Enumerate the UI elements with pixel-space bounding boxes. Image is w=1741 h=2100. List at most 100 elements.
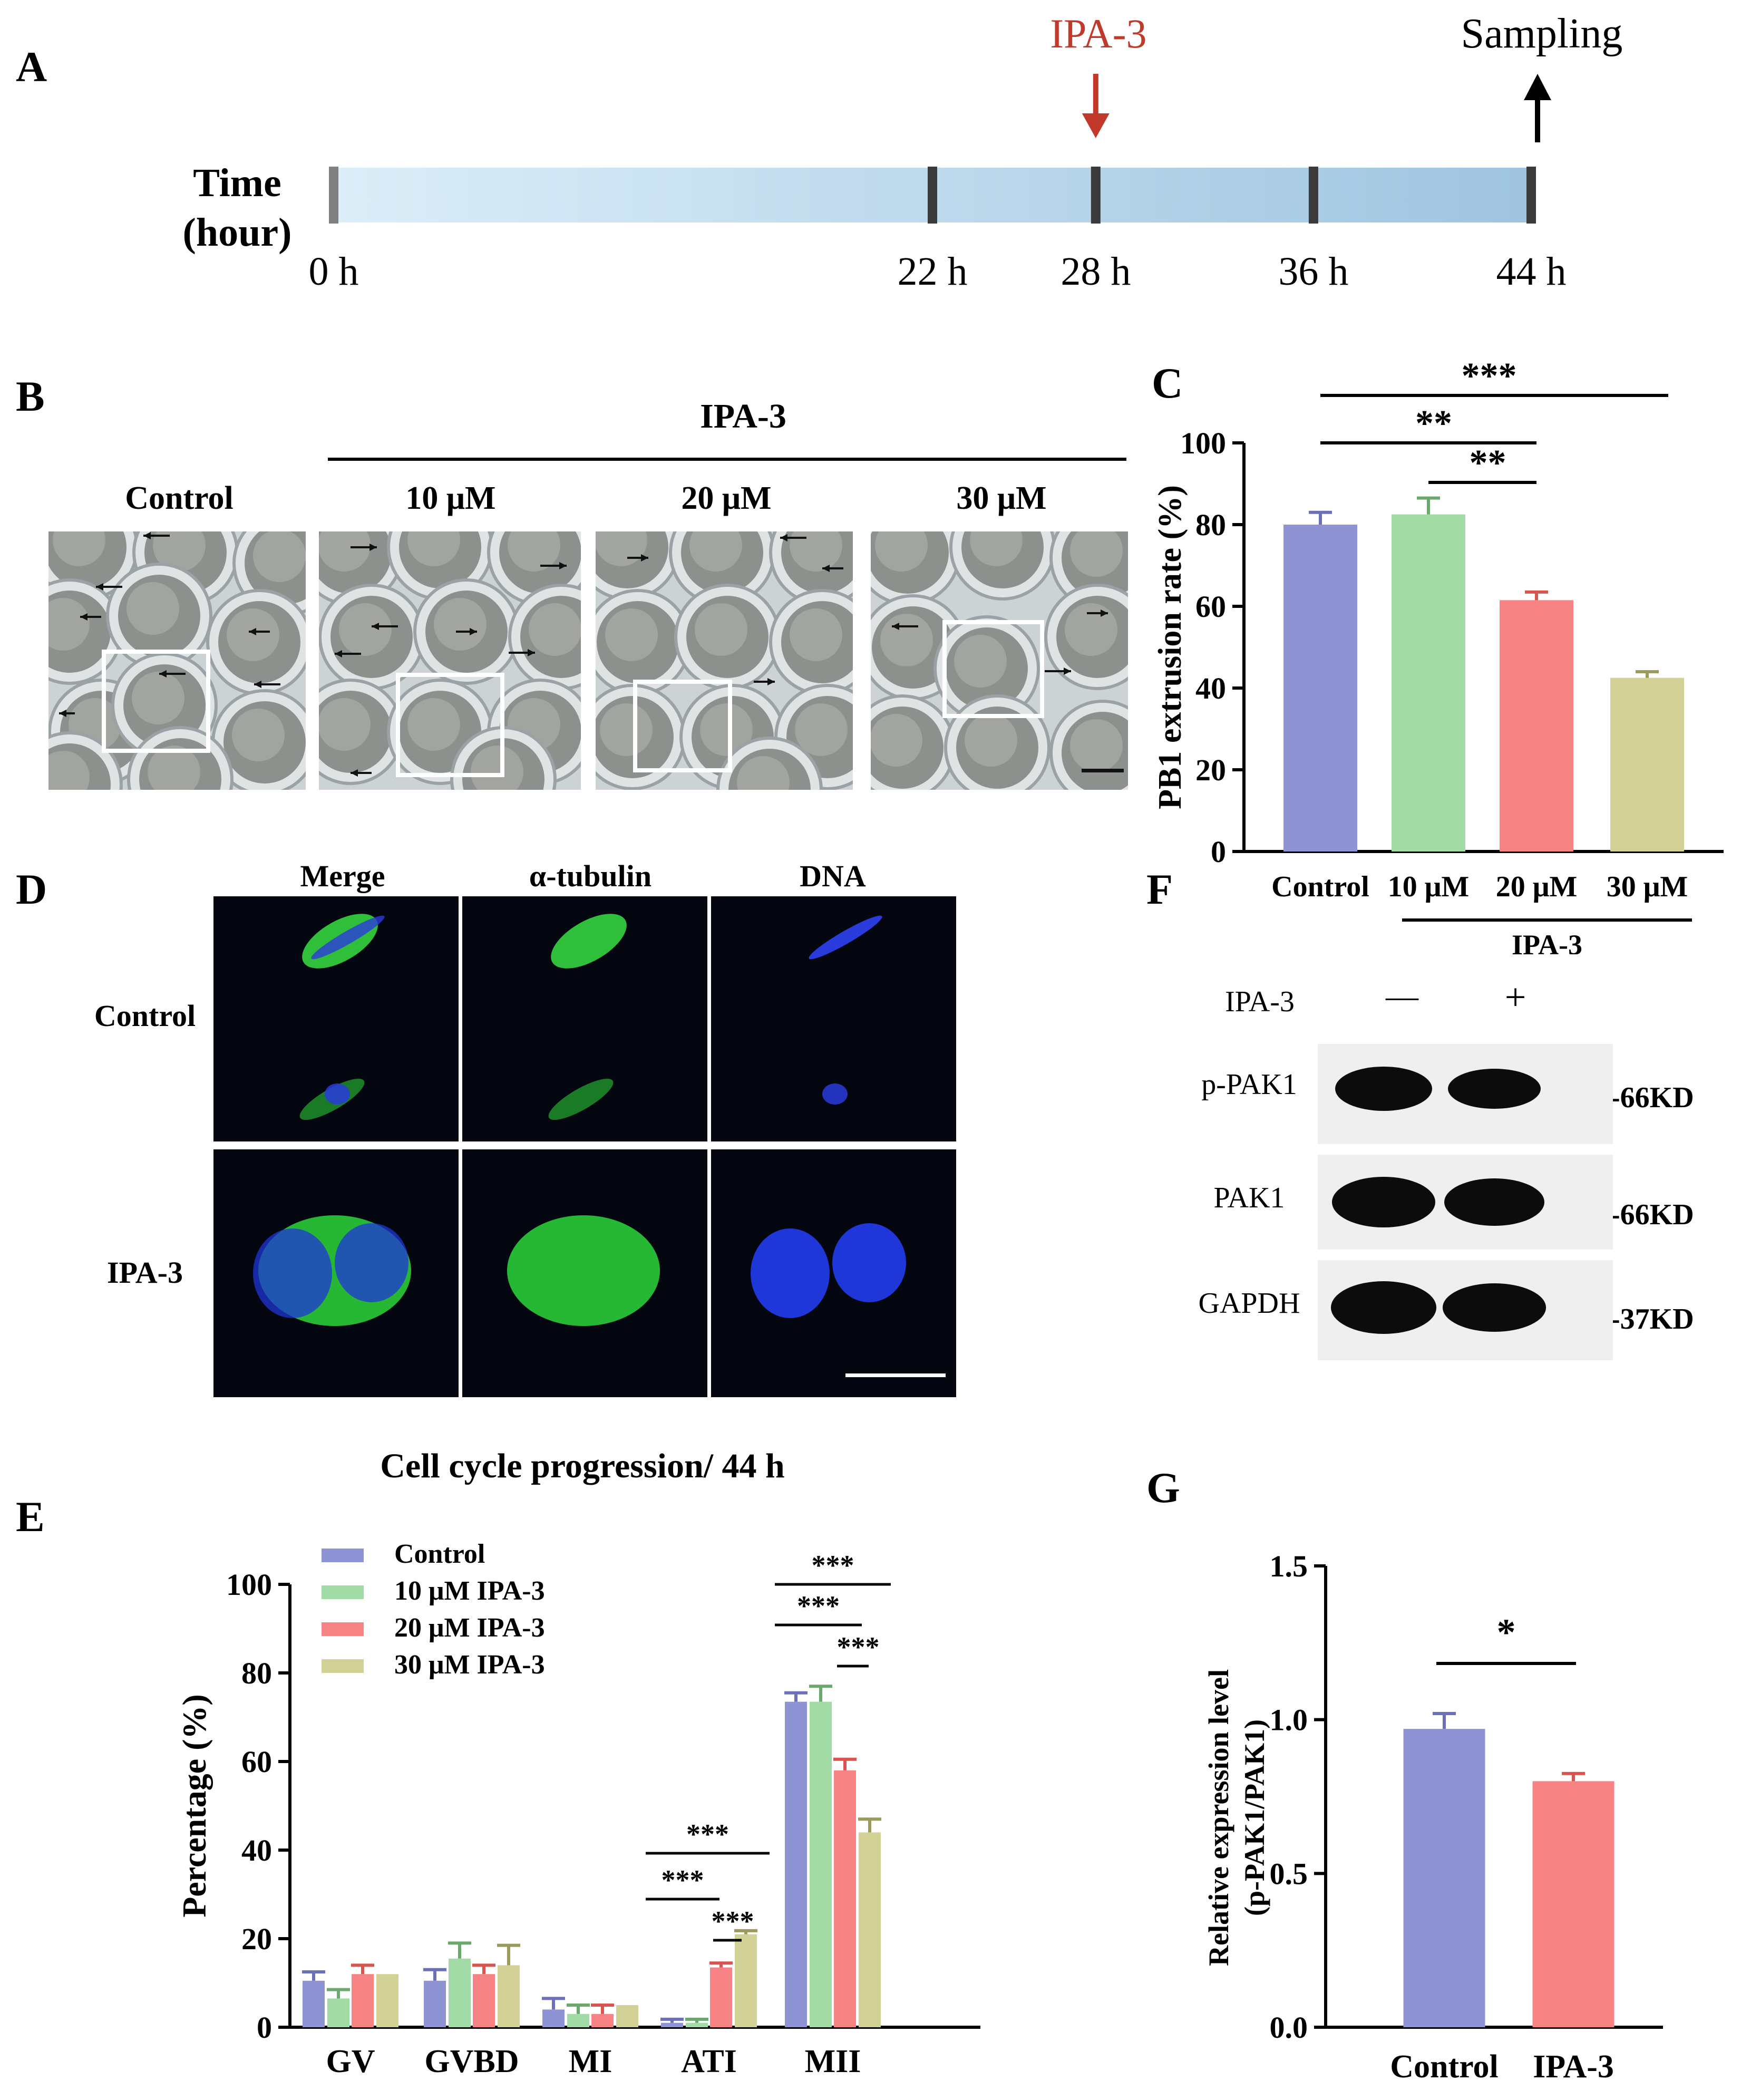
oocyte-cytoplasm xyxy=(689,531,742,572)
pb1-arrow-head xyxy=(335,650,342,657)
pb1-arrow-head xyxy=(254,681,261,688)
oocyte-cytoplasm xyxy=(253,531,306,582)
bar-e xyxy=(327,1998,349,2027)
significance-marker: ** xyxy=(1470,443,1506,483)
panel-label-g: G xyxy=(1146,1464,1180,1512)
oocyte-cytoplasm xyxy=(529,603,581,656)
panel-label-f: F xyxy=(1146,865,1173,913)
x-tick-label: 20 μM xyxy=(1496,870,1578,903)
significance-marker: *** xyxy=(662,1864,704,1896)
y-tick-label: 1.0 xyxy=(1270,1703,1308,1737)
timeline-tick-label: 22 h xyxy=(898,249,968,294)
x-tick-label: Control xyxy=(1390,2049,1499,2085)
protein-band xyxy=(1335,1067,1432,1111)
oocyte-cytoplasm xyxy=(695,603,747,656)
group-label: IPA-3 xyxy=(1512,929,1582,954)
oocyte-cytoplasm xyxy=(127,582,179,635)
pb1-arrow-head xyxy=(1101,609,1108,617)
pb1-arrow-head xyxy=(1064,667,1071,675)
oocyte-cytoplasm xyxy=(737,756,790,790)
bar-e xyxy=(661,2022,683,2027)
blot-size-ppak1: -66KD xyxy=(1610,1081,1694,1114)
oocyte-cytoplasm xyxy=(1070,719,1123,772)
oocyte-cytoplasm xyxy=(600,703,653,756)
panel-d-row-label-ipa3: IPA-3 xyxy=(107,1255,183,1290)
if-tile xyxy=(462,1149,707,1397)
chromosomes-cluster xyxy=(832,1223,906,1302)
selection-box xyxy=(942,620,1044,718)
legend-label: 20 μM IPA-3 xyxy=(394,1613,545,1643)
oocyte-cytoplasm xyxy=(434,598,487,651)
panel-b-group-line xyxy=(328,458,1126,461)
bar-e xyxy=(591,2014,614,2027)
oocyte-cytoplasm xyxy=(871,714,922,767)
y-tick-label: 0 xyxy=(1211,835,1226,869)
pb1-arrow-head xyxy=(159,670,167,678)
if-tile xyxy=(711,896,956,1141)
timeline-tick-label: 0 h xyxy=(309,249,359,294)
chromosomes-cluster xyxy=(751,1228,830,1318)
blot-lane-label-minus: — xyxy=(1386,979,1418,1014)
y-tick-label: 0.0 xyxy=(1270,2010,1308,2045)
pb1-arrow-head xyxy=(249,628,256,635)
x-tick-label: GV xyxy=(326,2044,375,2079)
protein-band xyxy=(1448,1069,1541,1109)
timeline-tick-label: 44 h xyxy=(1496,249,1567,294)
legend-swatch xyxy=(322,1585,364,1599)
oocyte-cytoplasm xyxy=(319,698,371,751)
panel-label-e: E xyxy=(16,1493,45,1541)
legend-swatch xyxy=(322,1622,364,1636)
panel-b-col-label-20: 20 μM xyxy=(681,480,772,516)
panel-b-col-label-30: 30 μM xyxy=(956,480,1047,516)
oocyte-cytoplasm xyxy=(471,746,523,790)
if-tile-background xyxy=(711,1149,956,1397)
blot-treatment-label: IPA-3 xyxy=(1225,985,1295,1018)
x-tick-label: 30 μM xyxy=(1607,870,1688,903)
x-tick-label: GVBD xyxy=(424,2044,519,2079)
pb1-arrow-head xyxy=(892,623,899,630)
spindle xyxy=(551,914,627,969)
pb1-arrow-head xyxy=(369,544,377,551)
oocyte-cytoplasm xyxy=(790,608,842,661)
chromosomes xyxy=(311,915,385,960)
bar-e xyxy=(352,1974,374,2027)
chromosomes-small xyxy=(822,1083,848,1105)
panel-label-d: D xyxy=(16,865,47,913)
oocyte-cytoplasm xyxy=(53,531,105,566)
y-tick-label: 80 xyxy=(1195,508,1226,542)
y-tick-label: 0.5 xyxy=(1270,1856,1308,1891)
x-tick-label: MII xyxy=(805,2044,861,2079)
oocyte-cytoplasm xyxy=(1065,603,1117,656)
significance-marker: *** xyxy=(837,1631,880,1663)
sampling-label: Sampling xyxy=(1461,11,1623,57)
panel-b-col-label-control: Control xyxy=(125,480,234,516)
pb1-arrow-head xyxy=(528,649,535,656)
x-tick-label: Control xyxy=(1271,870,1369,903)
scale-bar xyxy=(1082,769,1124,772)
panel-b-col-label-10: 10 μM xyxy=(405,480,496,516)
panel-d-row-label-control: Control xyxy=(94,999,196,1033)
bar-e xyxy=(735,1934,757,2027)
oocyte-cytoplasm xyxy=(605,608,658,661)
oocyte-micrograph-20um xyxy=(596,531,853,790)
x-tick-label: MI xyxy=(569,2044,612,2079)
if-tile xyxy=(213,896,459,1141)
timeline: 0 h 22 h 28 h 36 h 44 h IPA-3 Sampling xyxy=(309,11,1623,294)
sampling-arrow-head xyxy=(1524,74,1551,100)
y-tick-label: 40 xyxy=(1195,671,1226,705)
timeline-axis-label-line1: Time xyxy=(193,161,281,205)
oocyte-cytoplasm xyxy=(319,531,371,572)
timeline-axis-label-line2: (hour) xyxy=(182,210,292,255)
pb1-arrow-head xyxy=(80,613,87,621)
oocyte-cytoplasm xyxy=(1070,531,1123,577)
bar-e xyxy=(810,1701,832,2027)
bar-g xyxy=(1403,1729,1485,2027)
x-tick-label: 10 μM xyxy=(1388,870,1470,903)
blot-size-gapdh: -37KD xyxy=(1610,1303,1694,1336)
oocyte-cytoplasm xyxy=(339,603,392,656)
oocyte-micrograph-10um xyxy=(319,531,581,790)
pb1-arrow-head xyxy=(559,562,567,569)
oocyte-cytoplasm xyxy=(700,703,753,756)
oocyte-cytoplasm xyxy=(48,598,90,651)
timeline-axis-label: Time (hour) xyxy=(169,158,306,257)
